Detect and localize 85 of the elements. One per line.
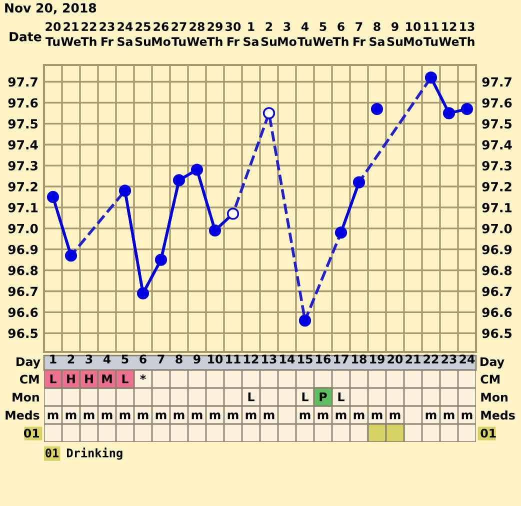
point <box>262 107 276 120</box>
y-tick-label: CM <box>480 374 500 384</box>
x-tick-label: 28 We <box>187 22 207 46</box>
x-tick-label: 23 Fr <box>100 22 114 46</box>
point <box>442 107 456 120</box>
text: 01 Drinking <box>46 448 122 460</box>
x-tick-label: 13 Th <box>458 22 474 46</box>
text: m <box>372 412 382 420</box>
x-tick-label: 29 Th <box>206 22 222 46</box>
text: m <box>336 412 346 420</box>
x-tick-label: 27 Tu <box>171 22 186 46</box>
point <box>172 174 186 186</box>
text: Day <box>480 357 504 369</box>
x-tick-label: 24 Sa <box>118 22 133 46</box>
text: m <box>156 412 166 420</box>
text: m <box>228 412 238 420</box>
x-tick-label: 11 Tu <box>423 22 438 46</box>
x-tick-label: 4 Tu <box>297 22 312 46</box>
y-tick-label: 96.8 <box>8 266 38 276</box>
text: m <box>264 412 274 420</box>
y-tick-label: 97.0 <box>8 224 38 234</box>
x-axis-title: Day <box>16 357 40 369</box>
point <box>352 176 366 188</box>
y-tick-label: 97.5 <box>8 119 38 129</box>
text: m <box>246 412 256 420</box>
x-tick-label: 20 Tu <box>45 22 61 46</box>
x-tick-label: 8 Sa <box>370 22 384 46</box>
y-tick-label: 97.6 <box>8 98 38 108</box>
text: m <box>462 412 472 420</box>
point <box>190 164 204 176</box>
x-tick-label: 6 Th <box>332 22 348 46</box>
text: m <box>354 412 364 420</box>
text: m <box>210 412 220 420</box>
text: m <box>138 412 148 420</box>
y-tick-label: 97.3 <box>8 161 38 170</box>
text: m <box>84 412 94 420</box>
x-tick-label: 3 Mo <box>278 22 296 46</box>
point <box>298 314 312 327</box>
point <box>64 250 78 262</box>
x-tick-label: 30 Fr <box>226 22 241 46</box>
y-tick-label: 97.4 <box>8 140 38 150</box>
y-tick-label: 96.9 <box>8 244 38 254</box>
text: m <box>192 412 202 420</box>
chart-title: Nov 20, 2018 <box>5 3 96 14</box>
y-tick-label: 96.5 <box>8 328 38 338</box>
text: m <box>390 412 400 420</box>
y-tick-label: 97.1 <box>8 202 38 212</box>
x-tick-label: 10 Mo <box>404 22 422 46</box>
text: m <box>444 412 454 420</box>
text: m <box>48 412 58 420</box>
x-tick-label: 9 Su <box>387 22 402 46</box>
x-tick-label: 21 We <box>61 22 81 46</box>
x-tick-label: 1 Sa <box>244 22 258 46</box>
y-tick-label: 96.6 <box>8 308 38 318</box>
x-tick-label: 5 We <box>313 22 333 46</box>
y-tick-label: 97.7 <box>8 77 38 87</box>
x-tick-label: 26 Mo <box>152 22 170 46</box>
x-tick-label: 22 Th <box>80 22 96 46</box>
point <box>136 287 150 300</box>
text: m <box>66 412 76 420</box>
point <box>370 102 384 116</box>
point <box>118 184 132 197</box>
x-tick-label: 25 Su <box>135 22 150 46</box>
y-tick-label: Mon <box>481 392 508 402</box>
text: m <box>300 412 310 420</box>
point <box>334 226 348 239</box>
x-tick-label: 2 Su <box>261 22 276 46</box>
x-axis-title: Date <box>10 32 42 42</box>
point <box>460 102 474 116</box>
y-tick-label: 96.7 <box>8 286 38 296</box>
x-tick-label: 7 Fr <box>354 22 366 46</box>
point <box>226 208 240 220</box>
text: m <box>426 412 436 420</box>
point <box>424 72 438 84</box>
point <box>46 190 60 204</box>
x-tick-label: 12 We <box>439 22 459 46</box>
text: m <box>174 412 184 420</box>
y-tick-label: Meds <box>481 410 515 420</box>
y-tick-label: 97.2 <box>8 182 38 192</box>
y-tick-label: 01 <box>480 428 496 438</box>
point <box>154 254 168 266</box>
text: m <box>102 412 112 420</box>
point <box>208 224 222 237</box>
text: m <box>120 412 130 420</box>
text: m <box>318 412 328 420</box>
